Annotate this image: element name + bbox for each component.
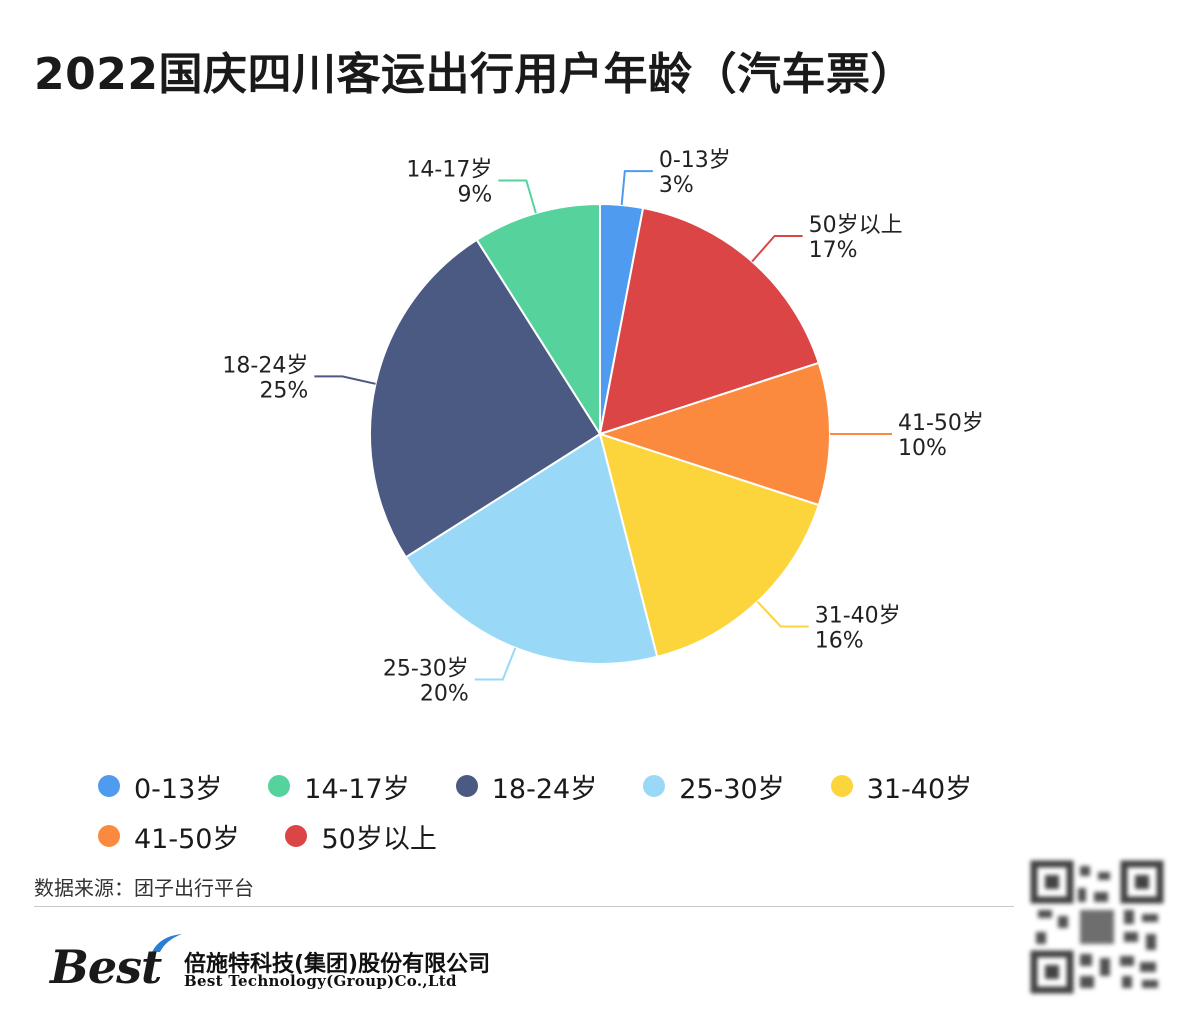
- legend-label: 31-40岁: [866, 773, 973, 805]
- company-name-cn: 倍施特科技(集团)股份有限公司: [184, 952, 491, 977]
- slice-category-label: 18-24岁: [222, 353, 308, 378]
- legend-dot-icon: [98, 825, 120, 847]
- pie-slice-18-24岁: [369, 238, 602, 559]
- company-name-en: Best Technology(Group)Co.,Ltd: [184, 972, 457, 990]
- legend-item: 0-13岁: [98, 766, 222, 806]
- slice-category-label: 50岁以上: [809, 213, 903, 238]
- legend-dot-icon: [268, 775, 291, 797]
- legend-label: 41-50岁: [134, 823, 240, 855]
- legend-label: 25-30岁: [679, 773, 785, 805]
- divider: [34, 906, 1014, 907]
- pie-slice-50岁以上: [598, 206, 821, 436]
- pie-chart: 0-13岁3%50岁以上17%41-50岁10%31-40岁16%25-30岁2…: [222, 148, 984, 706]
- legend-label: 14-17岁: [304, 773, 410, 805]
- pie-slice-31-40岁: [598, 432, 821, 658]
- slice-percent-label: 20%: [420, 681, 469, 706]
- slice-percent-label: 3%: [659, 173, 694, 198]
- legend-item: 18-24岁: [455, 766, 598, 806]
- logo-swoosh-icon: [152, 934, 182, 952]
- leader-line-50岁以上: [751, 234, 803, 263]
- leader-line-14-17岁: [498, 179, 537, 214]
- pie-slice-25-30岁: [404, 432, 659, 665]
- legend-item: 31-40岁: [830, 766, 973, 806]
- slice-percent-label: 25%: [259, 378, 308, 403]
- slice-category-label: 14-17岁: [406, 157, 492, 182]
- legend-dot-icon: [643, 775, 666, 797]
- slice-percent-label: 17%: [809, 238, 858, 263]
- data-source: 数据来源：团子出行平台: [34, 876, 254, 900]
- leader-line-25-30岁: [474, 647, 517, 681]
- slice-category-label: 0-13岁: [659, 148, 731, 173]
- slice-percent-label: 16%: [815, 628, 864, 653]
- slice-category-label: 25-30岁: [383, 656, 469, 681]
- qr-code-icon: [1028, 858, 1166, 996]
- legend-item: 25-30岁: [643, 766, 785, 806]
- slice-category-label: 41-50岁: [898, 411, 984, 436]
- legend-label: 18-24岁: [491, 773, 598, 805]
- slice-percent-label: 9%: [457, 182, 492, 207]
- leader-line-31-40岁: [756, 600, 809, 628]
- chart-legend: 0-13岁 14-17岁 18-24岁 25-30岁 31-40岁 41-50岁 50岁以上: [98, 766, 1148, 856]
- legend-item: 41-50岁: [98, 816, 239, 856]
- legend-label: 50岁以上: [321, 823, 437, 855]
- slice-percent-label: 10%: [898, 436, 947, 461]
- company-logo: Best: [50, 940, 162, 994]
- legend-dot-icon: [98, 775, 120, 797]
- legend-item: 14-17岁: [268, 766, 410, 806]
- legend-dot-icon: [455, 775, 478, 797]
- legend-dot-icon: [830, 775, 853, 797]
- chart-title: 2022国庆四川客运出行用户年龄（汽车票）: [34, 49, 915, 100]
- leader-line-18-24岁: [314, 375, 376, 385]
- slice-category-label: 31-40岁: [815, 603, 901, 628]
- legend-label: 0-13岁: [134, 773, 223, 805]
- legend-item: 50岁以上: [285, 816, 437, 856]
- legend-dot-icon: [285, 825, 308, 847]
- pie-slice-14-17岁: [475, 202, 601, 438]
- leader-line-0-13岁: [620, 170, 653, 206]
